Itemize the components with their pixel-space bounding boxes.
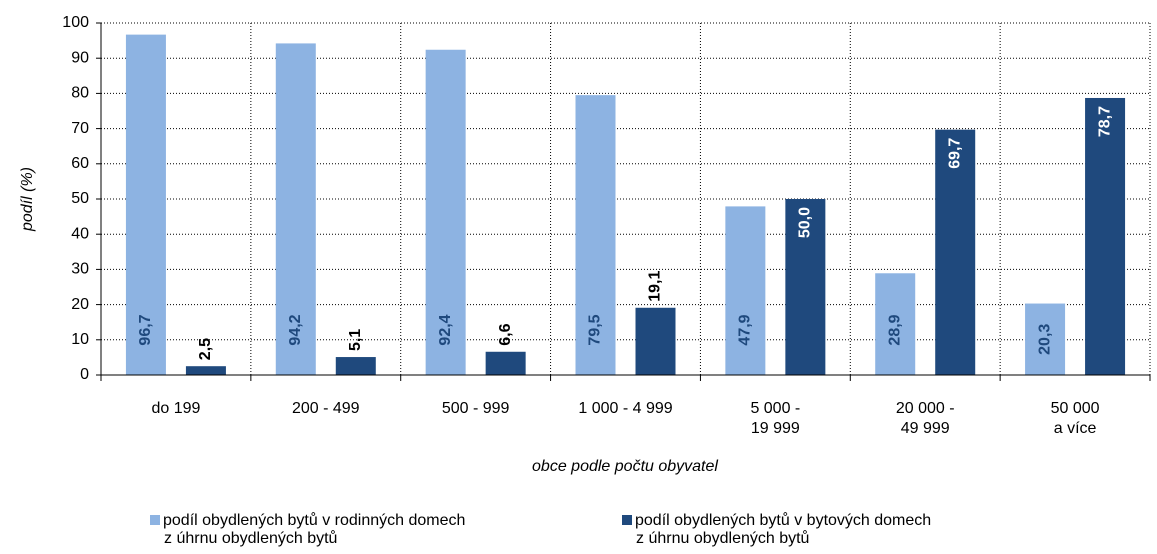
value-label: 2,5 [197,338,214,360]
value-label: 20,3 [1036,324,1053,355]
value-label: 79,5 [587,314,604,345]
value-label: 47,9 [737,314,754,345]
bar [425,49,466,375]
y-axis-label: podíl (%) [19,167,36,232]
y-tick-label: 50 [71,190,89,207]
x-tick-label: do 199 [151,400,200,417]
legend-swatch [622,515,632,525]
value-label: 50,0 [797,207,814,238]
x-tick-label: 5 000 - [750,400,800,417]
x-tick-label: 20 000 - [896,400,955,417]
y-tick-label: 90 [71,49,89,66]
y-tick-label: 80 [71,85,89,102]
x-axis-label: obce podle počtu obyvatel [532,458,718,475]
bar [335,357,376,375]
bar [275,43,316,375]
x-tick-label: 50 000 [1051,400,1100,417]
y-tick-label: 60 [71,155,89,172]
y-tick-label: 40 [71,225,89,242]
value-label: 78,7 [1096,106,1113,137]
value-label: 5,1 [347,329,364,351]
bar [485,351,526,375]
y-tick-label: 100 [62,14,89,31]
x-tick-label: a více [1054,420,1097,437]
bar [185,366,226,375]
x-tick-label: 500 - 999 [442,400,510,417]
y-tick-label: 0 [80,366,89,383]
bar [785,199,826,375]
y-tick-label: 30 [71,261,89,278]
bar [935,129,976,375]
legend-label: z úhrnu obydlených bytů [164,529,337,547]
legend-label: podíl obydlených bytů v rodinných domech [163,511,465,529]
value-label: 19,1 [647,271,664,302]
y-tick-label: 70 [71,120,89,137]
bar [875,273,916,375]
legend-swatch [150,515,160,525]
bar [575,95,616,375]
bar [635,307,676,375]
value-label: 69,7 [946,138,963,169]
bar [1085,97,1126,375]
x-tick-label: 200 - 499 [292,400,360,417]
bar [1025,303,1066,375]
y-tick-label: 20 [71,296,89,313]
legend-label: podíl obydlených bytů v bytových domech [635,511,931,529]
value-label: 96,7 [137,314,154,345]
bar [125,34,166,376]
bar [725,206,766,375]
x-tick-label: 49 999 [901,420,950,437]
x-tick-label: 1 000 - 4 999 [578,400,672,417]
value-label: 6,6 [497,323,514,345]
value-label: 92,4 [437,314,454,345]
legend-label: z úhrnu obydlených bytů [636,529,809,547]
value-label: 28,9 [886,314,903,345]
y-tick-label: 10 [71,331,89,348]
x-tick-label: 19 999 [751,420,800,437]
value-label: 94,2 [287,314,304,345]
